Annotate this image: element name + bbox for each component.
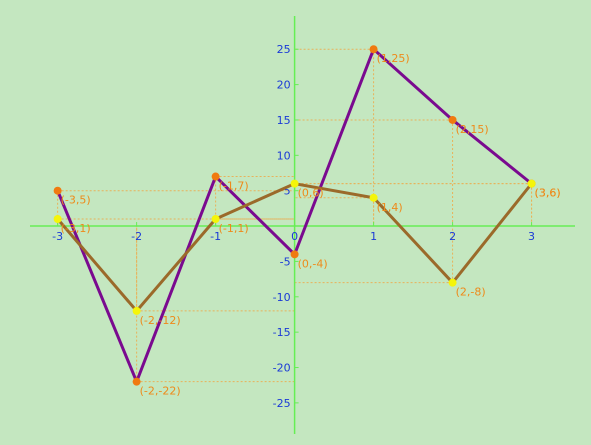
data-label-s1-p3: (0,6) xyxy=(298,187,324,200)
x-tick-label: 1 xyxy=(370,230,377,243)
data-label-s0-p0: (-3,5) xyxy=(61,194,91,207)
y-tick-label: -20 xyxy=(273,362,291,375)
y-tick-label: -25 xyxy=(273,397,291,410)
data-point-s1-p5 xyxy=(448,278,457,287)
data-point-s0-p5 xyxy=(448,115,457,124)
data-points xyxy=(53,45,536,386)
data-label-s1-p6: (3,6) xyxy=(535,187,561,200)
data-label-s1-p2: (-1,1) xyxy=(219,222,249,235)
axes xyxy=(30,16,575,434)
data-label-s0-p1: (-2,-22) xyxy=(140,385,181,398)
data-point-s1-p2 xyxy=(211,214,220,223)
point-labels: (-3,5) (-2,-22) (-1,7) (0,-4) (1,25) (2,15) (3… xyxy=(61,52,561,397)
y-tick-label: 5 xyxy=(284,185,291,198)
y-tick-label: 10 xyxy=(277,149,291,162)
data-label-s0-p4: (1,25) xyxy=(377,52,410,65)
data-label-s0-p5: (2,15) xyxy=(456,123,489,136)
data-point-s1-p3 xyxy=(290,179,299,188)
data-point-s0-p1 xyxy=(132,377,141,386)
y-tick-label: 15 xyxy=(277,114,291,127)
guide-lines xyxy=(57,48,533,383)
x-tick-label: 0 xyxy=(291,230,298,243)
y-tick-label: -10 xyxy=(273,291,291,304)
x-tick-label: 3 xyxy=(528,230,535,243)
x-tick-label: -2 xyxy=(131,230,142,243)
y-tick-label: 25 xyxy=(277,43,291,56)
data-label-s0-p3: (0,-4) xyxy=(298,257,328,270)
data-point-s0-p4 xyxy=(369,45,378,54)
x-tick-label: -3 xyxy=(52,230,63,243)
data-point-s0-p2 xyxy=(211,172,220,181)
data-point-s1-p1 xyxy=(132,306,141,315)
data-point-s1-p0 xyxy=(53,214,62,223)
data-label-s1-p1: (-2,-12) xyxy=(140,314,181,327)
x-tick-label: -1 xyxy=(210,230,221,243)
data-point-s1-p6 xyxy=(527,179,536,188)
y-tick-label: -15 xyxy=(273,326,291,339)
x-tick-label: 2 xyxy=(449,230,456,243)
y-tick-label: -5 xyxy=(280,255,291,268)
data-point-s0-p3 xyxy=(290,250,299,259)
y-tick-label: 20 xyxy=(277,79,291,92)
data-label-s1-p4: (1,4) xyxy=(377,201,403,214)
data-label-s0-p2: (-1,7) xyxy=(219,180,249,193)
data-point-s0-p0 xyxy=(53,186,62,195)
data-label-s1-p5: (2,-8) xyxy=(456,286,486,299)
data-label-s1-p0: (-3,1) xyxy=(61,222,91,235)
data-point-s1-p4 xyxy=(369,193,378,202)
data-label-s0-p6: (3,6) xyxy=(535,187,561,200)
